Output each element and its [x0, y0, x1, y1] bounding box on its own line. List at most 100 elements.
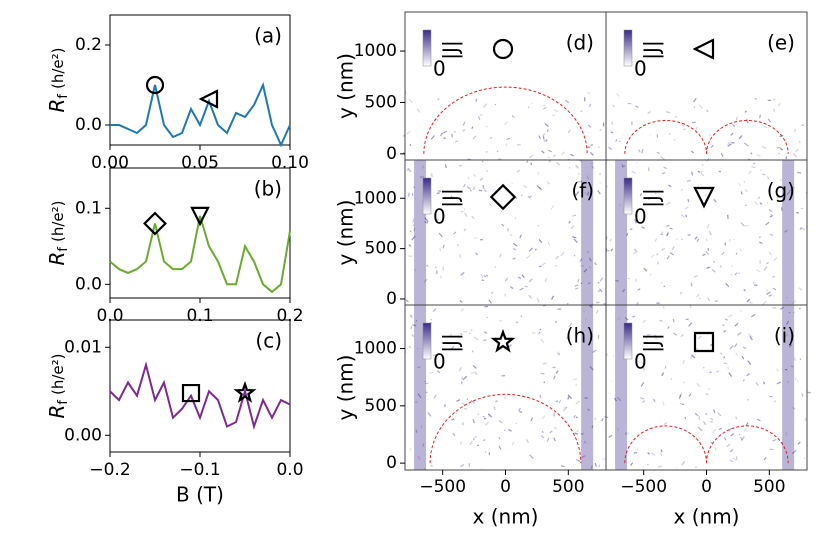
texture	[466, 186, 472, 190]
texture	[729, 345, 734, 350]
texture	[709, 371, 712, 374]
texture	[695, 126, 698, 131]
texture	[498, 158, 502, 161]
texture	[751, 314, 756, 318]
texture	[744, 189, 748, 193]
texture	[718, 427, 722, 431]
texture	[581, 455, 586, 458]
texture	[728, 238, 731, 243]
colorbar-label: |J|	[640, 40, 664, 59]
texture	[515, 422, 518, 425]
texture	[517, 276, 522, 279]
texture	[743, 142, 749, 147]
texture	[728, 314, 733, 318]
texture	[772, 287, 777, 291]
texture	[462, 128, 466, 132]
texture	[773, 256, 778, 262]
texture	[744, 428, 746, 432]
texture	[679, 393, 683, 398]
texture	[436, 192, 440, 195]
texture	[482, 160, 484, 163]
texture	[681, 238, 684, 241]
texture	[553, 437, 556, 442]
texture	[508, 428, 512, 432]
texture	[575, 191, 580, 196]
texture	[521, 274, 525, 279]
texture	[537, 171, 540, 176]
texture	[577, 278, 580, 283]
texture	[527, 106, 530, 109]
texture	[528, 278, 533, 283]
texture	[414, 269, 417, 272]
texture	[674, 115, 678, 119]
texture	[772, 275, 776, 278]
texture	[542, 133, 546, 137]
texture	[589, 103, 592, 107]
texture	[505, 143, 508, 147]
texture	[680, 188, 684, 192]
texture	[597, 281, 600, 284]
texture	[779, 147, 784, 151]
texture	[541, 430, 544, 434]
texture	[412, 224, 415, 227]
texture	[696, 238, 700, 243]
texture	[597, 190, 601, 195]
texture	[422, 443, 425, 447]
texture	[735, 416, 738, 419]
texture	[717, 412, 722, 417]
texture	[692, 121, 696, 124]
colorbar-label: |J|	[439, 333, 463, 352]
texture	[666, 255, 670, 260]
texture	[437, 98, 440, 101]
texture	[423, 468, 427, 470]
texture	[634, 219, 637, 224]
y-axis-label-part: R	[45, 99, 69, 113]
texture	[594, 462, 597, 467]
texture	[417, 455, 421, 460]
marker	[490, 328, 516, 353]
texture	[460, 332, 463, 336]
x-tick-label: 0.0	[96, 306, 123, 326]
texture	[432, 308, 437, 312]
texture	[525, 439, 529, 444]
x-tick-label: 500	[552, 477, 584, 497]
texture	[462, 375, 468, 381]
texture	[697, 335, 702, 340]
marker	[233, 380, 257, 403]
texture	[408, 244, 412, 247]
texture	[753, 162, 756, 165]
texture	[426, 264, 429, 267]
texture	[680, 214, 685, 218]
texture	[622, 288, 626, 293]
texture	[430, 318, 433, 321]
texture	[694, 236, 698, 240]
texture	[555, 370, 559, 374]
texture	[786, 191, 791, 196]
texture	[743, 289, 746, 292]
texture	[740, 222, 745, 227]
texture	[735, 252, 738, 255]
texture	[459, 441, 463, 445]
marker	[198, 89, 219, 109]
texture	[688, 393, 692, 397]
texture	[408, 98, 413, 103]
texture	[586, 250, 590, 254]
texture	[424, 217, 429, 223]
texture	[443, 404, 446, 407]
texture	[770, 213, 774, 217]
texture	[621, 165, 626, 168]
texture	[528, 154, 534, 159]
x-tick-label: −500	[419, 477, 466, 497]
texture	[590, 465, 593, 469]
texture	[621, 163, 624, 167]
texture	[637, 288, 641, 291]
texture	[572, 214, 577, 217]
texture	[432, 353, 437, 357]
texture	[599, 128, 602, 132]
texture	[568, 322, 573, 328]
texture	[763, 266, 768, 271]
texture	[712, 428, 717, 434]
texture	[757, 196, 761, 200]
y-tick-label: 1000	[354, 41, 397, 61]
texture	[705, 109, 709, 113]
